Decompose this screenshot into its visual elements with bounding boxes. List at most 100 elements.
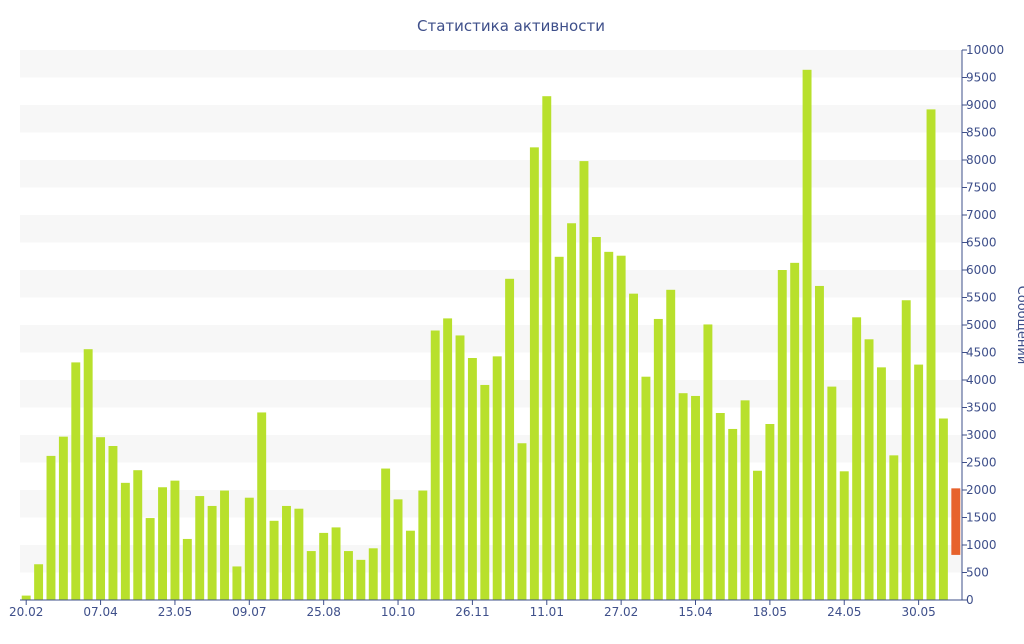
bar[interactable] — [331, 527, 341, 600]
bar[interactable] — [170, 480, 180, 600]
bar[interactable] — [641, 376, 651, 600]
bar[interactable] — [517, 443, 527, 600]
y-tick-label: 2500 — [966, 456, 997, 470]
bar[interactable] — [814, 285, 824, 600]
bar[interactable] — [926, 109, 936, 601]
bar[interactable] — [34, 564, 44, 600]
y-tick-label: 8000 — [966, 153, 997, 167]
bar[interactable] — [938, 418, 948, 601]
bar[interactable] — [430, 330, 440, 601]
grid-band — [20, 215, 962, 243]
bar[interactable] — [604, 251, 614, 600]
bar[interactable] — [220, 490, 229, 600]
bar[interactable] — [901, 300, 911, 600]
bar[interactable] — [393, 499, 403, 600]
y-tick-label: 1500 — [966, 511, 997, 525]
bar[interactable] — [232, 566, 242, 600]
bar[interactable] — [145, 518, 155, 600]
bar[interactable] — [207, 505, 217, 600]
bar[interactable] — [467, 358, 477, 600]
bar[interactable] — [691, 395, 700, 600]
chart-title: Статистика активности — [417, 17, 605, 35]
bar[interactable] — [182, 538, 192, 600]
bar[interactable] — [653, 318, 663, 600]
bar[interactable] — [282, 505, 291, 600]
x-tick-label: 07.04 — [83, 605, 117, 619]
bar[interactable] — [876, 367, 886, 600]
bar[interactable] — [914, 364, 924, 600]
y-tick-label: 3000 — [966, 428, 997, 442]
y-tick-label: 0 — [966, 593, 974, 607]
bar[interactable] — [418, 490, 428, 600]
bar[interactable] — [777, 270, 787, 600]
bar[interactable] — [443, 318, 453, 600]
bar[interactable] — [492, 356, 502, 600]
bar[interactable] — [244, 497, 254, 600]
highlight-bar[interactable] — [951, 488, 961, 555]
y-tick-label: 9000 — [966, 98, 997, 112]
bar[interactable] — [678, 393, 688, 600]
bar[interactable] — [120, 482, 130, 600]
bar[interactable] — [71, 362, 81, 600]
bar[interactable] — [133, 470, 143, 600]
y-tick-label: 500 — [966, 566, 989, 580]
bar[interactable] — [864, 339, 874, 600]
y-tick-label: 6000 — [966, 263, 997, 277]
bar[interactable] — [306, 551, 316, 600]
bar[interactable] — [765, 424, 775, 600]
bar[interactable] — [83, 349, 93, 600]
bar[interactable] — [753, 470, 762, 600]
bar[interactable] — [46, 455, 56, 600]
bar[interactable] — [319, 532, 329, 600]
bar[interactable] — [802, 69, 812, 601]
bar[interactable] — [666, 289, 676, 600]
bar[interactable] — [852, 317, 862, 600]
bar[interactable] — [195, 496, 205, 600]
bar[interactable] — [269, 520, 279, 600]
bar[interactable] — [257, 412, 267, 600]
bar[interactable] — [356, 559, 366, 600]
bar[interactable] — [529, 147, 539, 600]
bar[interactable] — [294, 508, 304, 600]
bar[interactable] — [790, 262, 800, 600]
bar[interactable] — [889, 455, 899, 600]
bar[interactable] — [567, 223, 577, 600]
bar[interactable] — [703, 324, 713, 600]
bar[interactable] — [629, 293, 639, 600]
bar[interactable] — [554, 256, 564, 600]
bar[interactable] — [368, 548, 378, 600]
bar[interactable] — [96, 437, 106, 600]
bar[interactable] — [381, 468, 391, 600]
bar[interactable] — [21, 595, 31, 600]
y-tick-label: 3500 — [966, 401, 997, 415]
y-tick-label: 5500 — [966, 291, 997, 305]
bar[interactable] — [455, 335, 465, 600]
bar[interactable] — [542, 96, 552, 600]
y-tick-label: 4000 — [966, 373, 997, 387]
y-axis: 0 500 1000 1500 2000 2500 3000 3500 4000 4500 5000… — [961, 43, 1004, 607]
x-tick-label: 25.08 — [306, 605, 340, 619]
bar[interactable] — [715, 413, 725, 600]
bar[interactable] — [108, 446, 118, 600]
bar[interactable] — [405, 530, 415, 600]
x-tick-label: 18.05 — [753, 605, 787, 619]
bar[interactable] — [505, 278, 515, 600]
x-tick-label: 09.07 — [232, 605, 266, 619]
x-tick-label: 23.05 — [158, 605, 192, 619]
bar[interactable] — [839, 471, 849, 600]
bar[interactable] — [591, 237, 601, 600]
bar[interactable] — [343, 551, 353, 600]
x-tick-label: 20.02 — [9, 605, 43, 619]
bars-group — [21, 69, 961, 601]
bar[interactable] — [728, 428, 738, 600]
x-axis: 20.02 07.04 23.05 09.07 25.08 10.10 26.11 11.01… — [9, 599, 962, 619]
bar[interactable] — [480, 384, 490, 600]
x-tick-label: 27.02 — [604, 605, 638, 619]
bar[interactable] — [579, 161, 589, 600]
bar[interactable] — [740, 400, 750, 600]
bar[interactable] — [58, 436, 68, 600]
y-tick-label: 6500 — [966, 236, 997, 250]
bar[interactable] — [827, 386, 837, 600]
bar[interactable] — [158, 487, 168, 600]
bar[interactable] — [616, 255, 626, 600]
